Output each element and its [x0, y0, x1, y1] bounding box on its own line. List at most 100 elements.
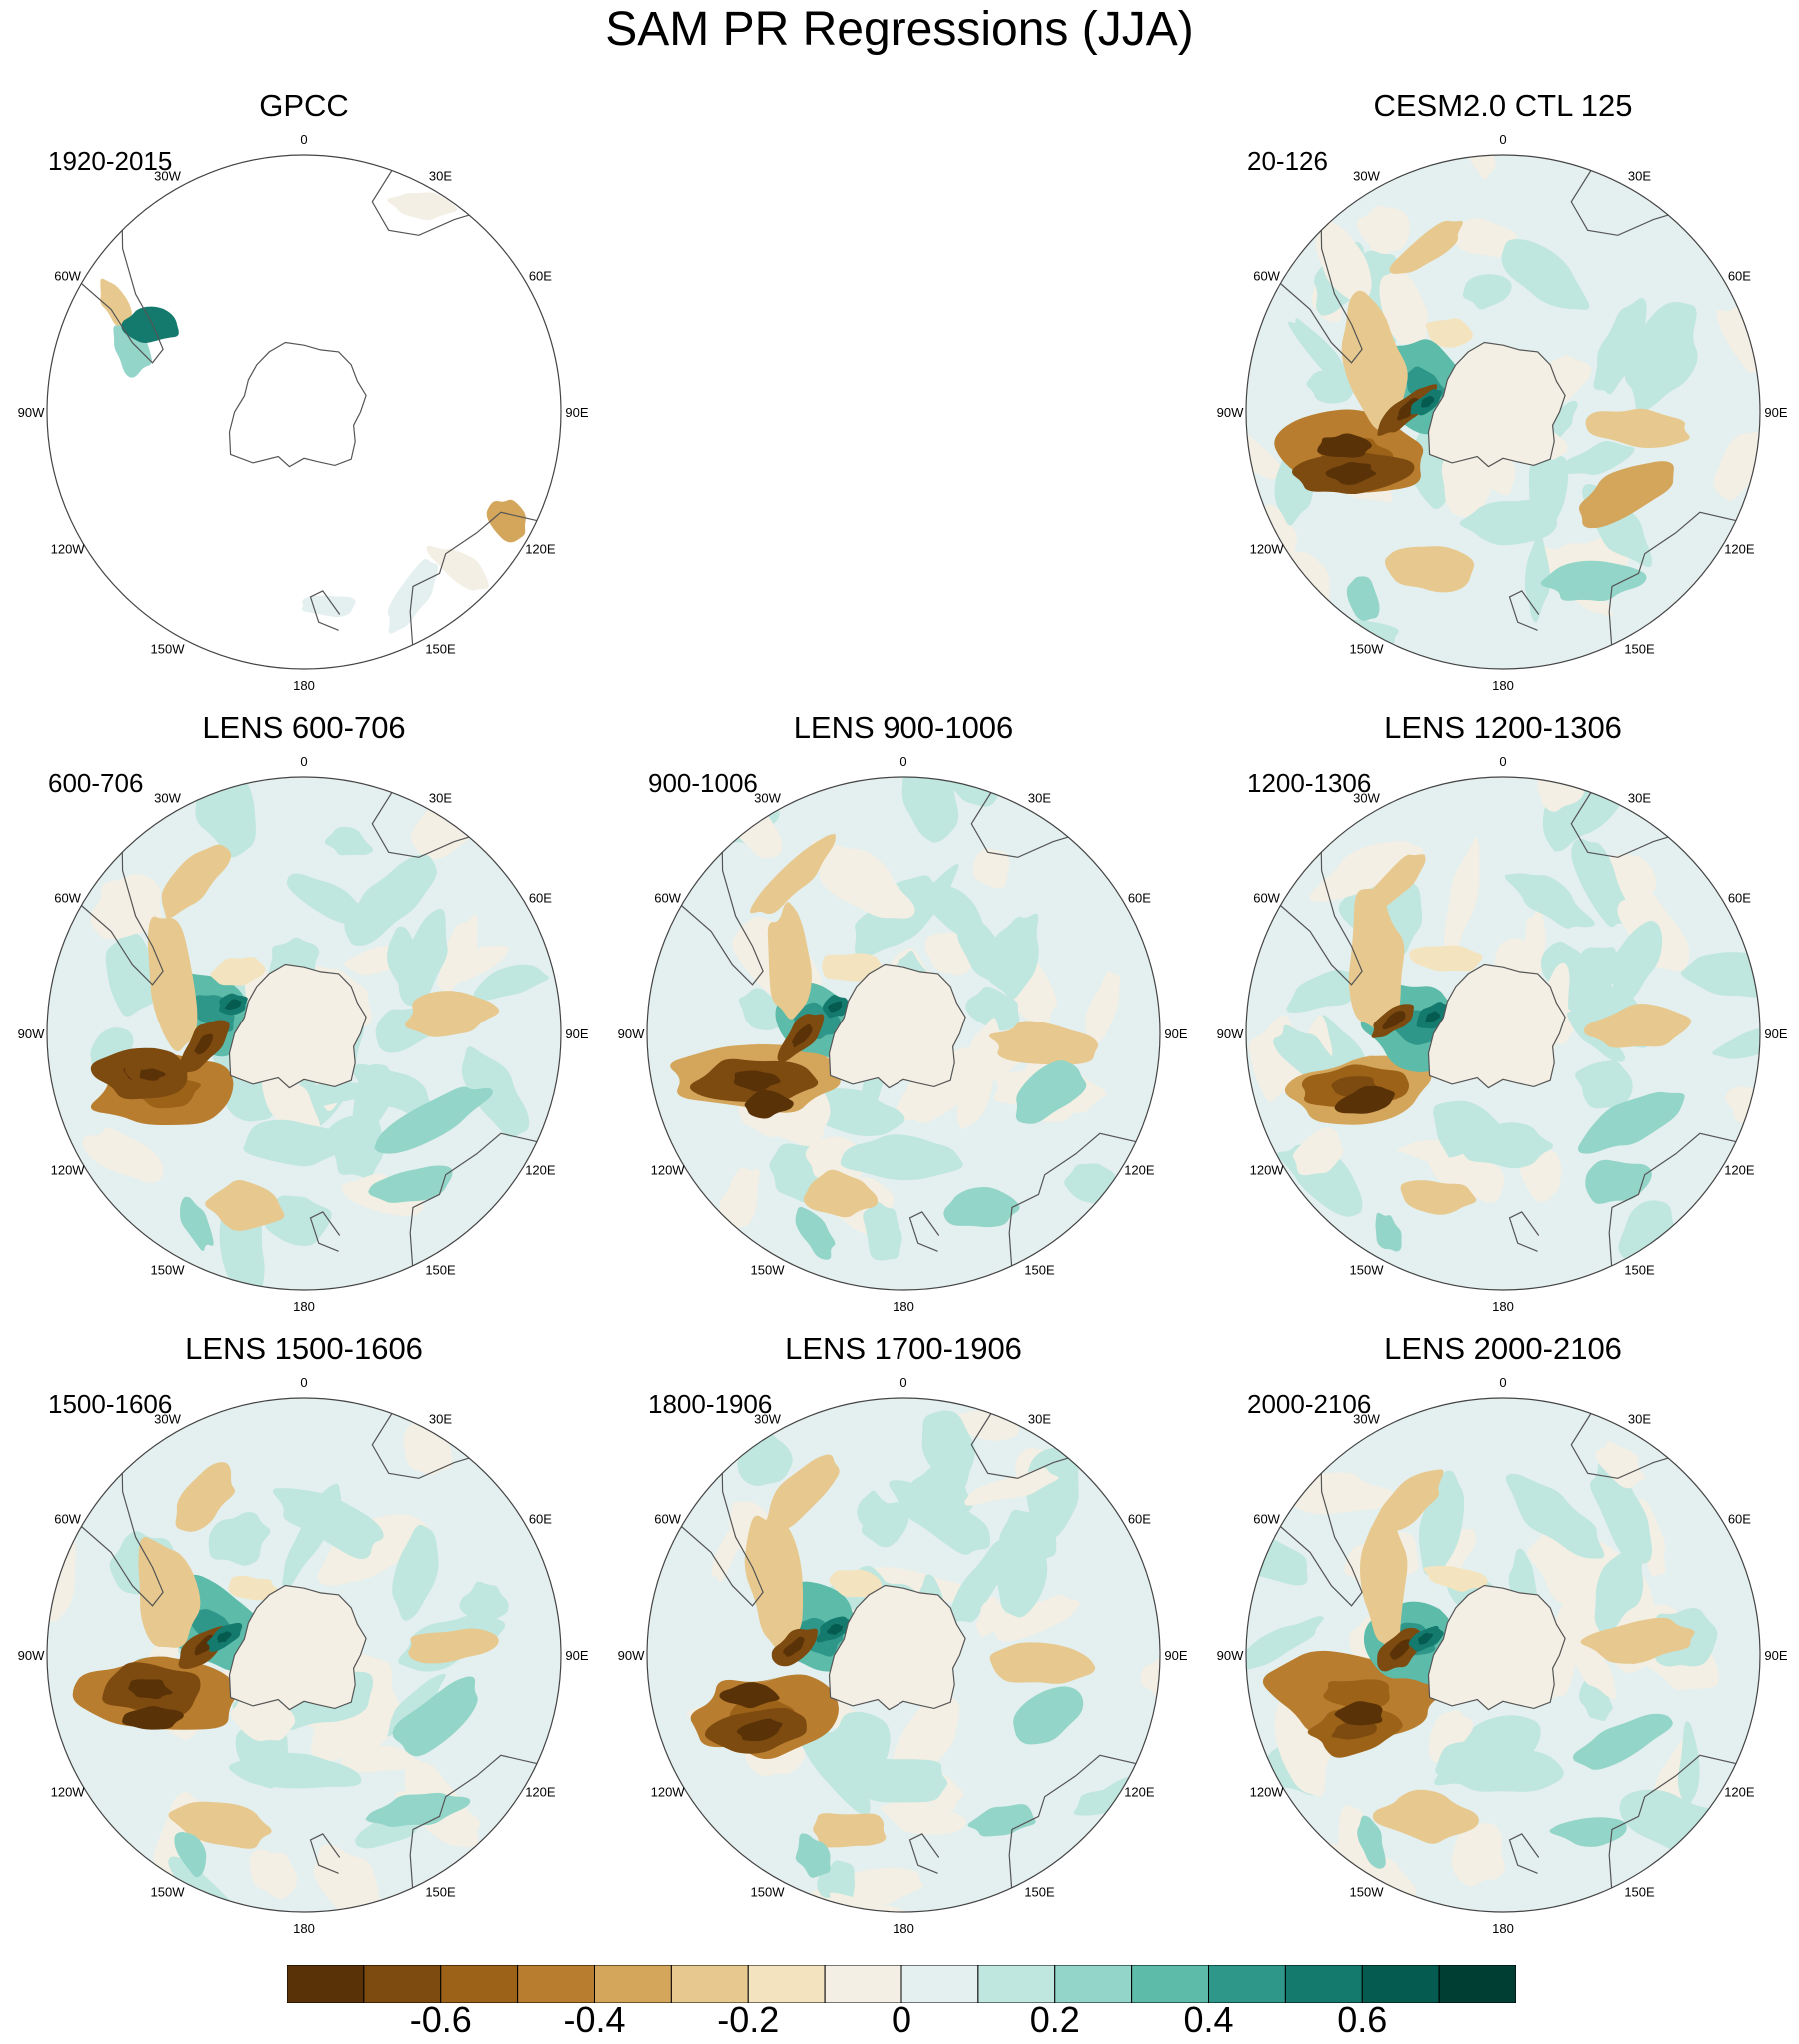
- anomaly-core: [217, 1631, 232, 1643]
- anomaly-patch: [340, 1744, 417, 1773]
- anomaly-patch: [1585, 408, 1690, 448]
- anomaly-patch: [326, 1114, 385, 1179]
- longitude-label: 30W: [754, 791, 781, 806]
- anomaly-patch: [1501, 238, 1593, 311]
- colorbar-tick-label: -0.6: [409, 1999, 472, 2040]
- longitude-label: 0: [300, 1375, 307, 1390]
- anomaly-patch: [881, 1794, 967, 1835]
- colorbar-swatch: [1131, 1965, 1210, 2003]
- anomaly-patch: [180, 1196, 214, 1251]
- map-panel: LENS 900-1006 900-1006 0 30E 60E 90E 120E 150E 1…: [600, 710, 1199, 1314]
- longitude-label: 120W: [51, 542, 86, 557]
- anomaly-patch: [956, 1018, 1001, 1131]
- longitude-label: 60W: [1253, 891, 1280, 906]
- longitude-label: 120W: [1250, 1163, 1285, 1178]
- longitude-label: 30W: [154, 169, 181, 184]
- anomaly-patch: [453, 945, 509, 984]
- colorbar-swatch: [517, 1965, 596, 2003]
- anomaly-patch: [1583, 1003, 1692, 1048]
- anomaly-patch: [202, 1180, 285, 1232]
- map-panel: LENS 2000-2106 2000-2106 0 30E 60E 90E 120E 150…: [1199, 1331, 1799, 1936]
- longitude-label: 60W: [1253, 269, 1280, 284]
- anomaly-patch: [1306, 840, 1424, 902]
- period-label: 2000-2106: [1247, 1389, 1372, 1419]
- anomaly-core: [1345, 1708, 1374, 1721]
- continent-coastline: [1508, 1833, 1540, 1874]
- panel-title: LENS 1500-1606: [185, 1331, 423, 1366]
- anomaly-patch: [803, 1169, 879, 1218]
- longitude-label: 90W: [618, 1026, 645, 1041]
- field-layer: [47, 155, 561, 669]
- polar-map: 0 30E 60E 90E 120E 150E 180 150W 120W 90W 60W 30W: [18, 132, 589, 693]
- colorbar-swatch: [670, 1965, 749, 2003]
- longitude-label: 30W: [154, 1412, 181, 1427]
- anomaly-patch: [1578, 461, 1674, 529]
- longitude-label: 60W: [1253, 1512, 1280, 1527]
- anomaly-patch: [1504, 873, 1595, 929]
- anomaly-patch: [1560, 440, 1635, 475]
- anomaly-patch: [398, 908, 448, 1007]
- continent-coastline: [309, 590, 341, 631]
- anomaly-patch: [164, 1801, 272, 1849]
- anomaly-patch: [1590, 1455, 1653, 1566]
- map-boundary: [46, 1397, 562, 1913]
- anomaly-patch: [719, 1167, 760, 1230]
- continent-coastline: [309, 1833, 341, 1874]
- anomaly-patch: [1524, 534, 1551, 624]
- anomaly-patch: [82, 1127, 164, 1183]
- continent-coastline: [1508, 590, 1540, 631]
- panel-title: LENS 2000-2106: [1384, 1331, 1622, 1366]
- colorbar-tick-label: 0.2: [1029, 1999, 1080, 2040]
- anomaly-core: [1325, 461, 1377, 485]
- anomaly-patch: [711, 1525, 743, 1583]
- continent-coastline: [81, 230, 164, 364]
- anomaly-patch: [309, 1678, 407, 1762]
- anomaly-patch: [437, 915, 478, 995]
- anomaly-patch: [1608, 921, 1663, 1004]
- continent-coastline: [309, 1211, 341, 1252]
- antarctica-coastline: [228, 341, 367, 468]
- anomaly-patch: [1428, 1152, 1505, 1203]
- anomaly-patch: [1423, 1565, 1488, 1592]
- anomaly-patch: [1443, 837, 1480, 961]
- antarctica-fill: [1428, 1585, 1566, 1710]
- anomaly-core: [128, 1679, 173, 1700]
- continent-coastline: [908, 1211, 940, 1252]
- longitude-label: 150W: [1350, 1884, 1385, 1899]
- antarctica-coastline: [228, 963, 367, 1089]
- anomaly-patch: [405, 991, 500, 1037]
- anomaly-patch: [426, 545, 490, 591]
- continent-coastline: [409, 1132, 538, 1266]
- map-boundary: [46, 154, 562, 670]
- longitude-label: 120W: [651, 1163, 686, 1178]
- anomaly-core: [736, 1718, 783, 1742]
- field-layer: [1246, 777, 1760, 1290]
- anomaly-patch: [1348, 888, 1405, 1035]
- anomaly-patch: [243, 1119, 345, 1167]
- longitude-label: 120W: [1250, 542, 1285, 557]
- polar-map: 0 30E 60E 90E 120E 150E 180 150W 120W 90W 60W 30W: [18, 1375, 589, 1936]
- antarctica-fill: [229, 1585, 367, 1710]
- colorbar-swatch: [594, 1965, 672, 2003]
- longitude-label: 120W: [651, 1785, 686, 1800]
- anomaly-patch: [857, 1490, 893, 1538]
- colorbar-swatch: [287, 1965, 365, 2003]
- colorbar-swatch: [440, 1965, 519, 2003]
- anomaly-patch: [1360, 1505, 1408, 1654]
- longitude-label: 60W: [654, 1512, 681, 1527]
- anomaly-patch: [1536, 560, 1647, 602]
- longitude-label: 150W: [151, 1262, 186, 1277]
- anomaly-patch: [1713, 431, 1760, 501]
- anomaly-patch: [1448, 1122, 1553, 1169]
- anomaly-patch: [795, 1205, 836, 1260]
- anomaly-patch: [138, 1536, 201, 1648]
- continent-coastline: [371, 792, 470, 858]
- map-panel: LENS 1200-1306 1200-1306 0 30E 60E 90E 120E 150…: [1199, 710, 1799, 1314]
- polar-map: 0 30E 60E 90E 120E 150E 180 150W 120W 90W 60W 30W: [1217, 1375, 1788, 1936]
- antarctica-fill: [229, 964, 367, 1088]
- longitude-label: 120E: [525, 542, 556, 557]
- field-layer: [47, 1398, 561, 1912]
- longitude-label: 60W: [54, 891, 81, 906]
- coastlines: [1280, 170, 1737, 645]
- continent-coastline: [1570, 170, 1669, 236]
